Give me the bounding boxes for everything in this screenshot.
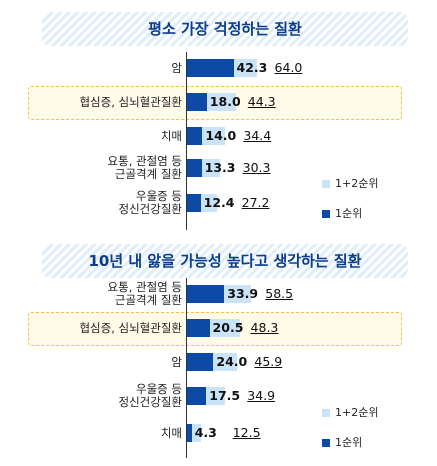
legend-swatch-total: [322, 180, 330, 188]
category-label-line: 치매: [160, 128, 182, 143]
value-label-first: 33.9: [227, 286, 259, 301]
category-label: 우울증 등 정신건강질환: [119, 190, 182, 216]
bar-first: [187, 387, 207, 405]
value-label-first: 20.5: [212, 320, 244, 335]
category-label-line: 요통, 관절염 등: [107, 154, 182, 168]
bar-first: [187, 127, 203, 145]
bar-first: [187, 285, 225, 303]
value-label-first: 4.3: [194, 425, 217, 440]
value-label-total: 45.9: [254, 354, 283, 369]
legend: 1+2순위 1순위: [322, 175, 378, 223]
category-label-line: 치매: [160, 425, 182, 440]
y-axis-line: [186, 278, 187, 458]
bar-first: [187, 353, 214, 371]
value-label-first: 42.3: [236, 60, 268, 75]
category-label: 협심증, 심뇌혈관질환: [79, 320, 182, 335]
category-label-line: 암: [171, 354, 182, 369]
category-label-line: 근골격계 질환: [114, 293, 182, 307]
bar-first: [187, 319, 210, 337]
category-label: 우울증 등 정신건강질환: [119, 383, 182, 409]
chart-panel-2: 10년 내 앓을 가능성 높다고 생각하는 질환 요통, 관절염 등 근골격계 질…: [0, 236, 437, 466]
bar-first: [187, 159, 202, 177]
category-label: 치매: [160, 128, 182, 143]
legend: 1+2순위 1순위: [322, 404, 378, 452]
bar-first: [187, 194, 201, 212]
bar-first: [187, 59, 234, 77]
category-label: 암: [171, 60, 182, 75]
category-label-line: 암: [171, 60, 182, 75]
value-label-total: 12.5: [232, 425, 261, 440]
value-label-total: 34.4: [243, 128, 272, 143]
category-label: 치매: [160, 425, 182, 440]
legend-swatch-total: [322, 409, 330, 417]
value-label-first: 18.0: [209, 94, 241, 109]
category-label: 협심증, 심뇌혈관질환: [79, 94, 182, 109]
chart-title: 10년 내 앓을 가능성 높다고 생각하는 질환: [42, 244, 408, 278]
legend-swatch-first: [322, 439, 330, 447]
category-label-line: 우울증 등: [136, 189, 182, 203]
value-label-total: 27.2: [241, 195, 270, 210]
category-label: 요통, 관절염 등 근골격계 질환: [108, 281, 182, 307]
legend-swatch-first: [322, 210, 330, 218]
value-label-first: 12.4: [203, 195, 235, 210]
value-label-first: 14.0: [205, 128, 237, 143]
bar-first: [187, 93, 207, 111]
value-label-first: 17.5: [209, 388, 241, 403]
value-label-first: 13.3: [204, 160, 236, 175]
category-label: 요통, 관절염 등 근골격계 질환: [108, 155, 182, 181]
value-label-total: 48.3: [250, 320, 279, 335]
category-label-line: 협심증, 심뇌혈관질환: [79, 94, 182, 109]
legend-item-total: 1+2순위: [322, 404, 378, 422]
value-label-first: 24.0: [216, 354, 248, 369]
category-label-line: 우울증 등: [136, 382, 182, 396]
value-label-total: 34.9: [247, 388, 276, 403]
category-label-line: 요통, 관절염 등: [107, 280, 182, 294]
legend-item-first: 1순위: [322, 205, 378, 223]
value-label-total: 64.0: [274, 60, 303, 75]
value-label-total: 44.3: [247, 94, 276, 109]
category-label-line: 정신건강질환: [118, 395, 182, 409]
category-label-line: 협심증, 심뇌혈관질환: [79, 320, 182, 335]
chart-title: 평소 가장 걱정하는 질환: [42, 12, 408, 46]
chart-panel-1: 평소 가장 걱정하는 질환 암 42.3 64.0 협심증, 심뇌혈관질환 18.0 44…: [0, 0, 437, 232]
category-label: 암: [171, 354, 182, 369]
category-label-line: 정신건강질환: [118, 202, 182, 216]
value-label-total: 30.3: [242, 160, 271, 175]
bar-first: [187, 424, 192, 442]
legend-item-total: 1+2순위: [322, 175, 378, 193]
value-label-total: 58.5: [265, 286, 294, 301]
y-axis-line: [186, 52, 187, 230]
category-label-line: 근골격계 질환: [114, 167, 182, 181]
legend-item-first: 1순위: [322, 434, 378, 452]
